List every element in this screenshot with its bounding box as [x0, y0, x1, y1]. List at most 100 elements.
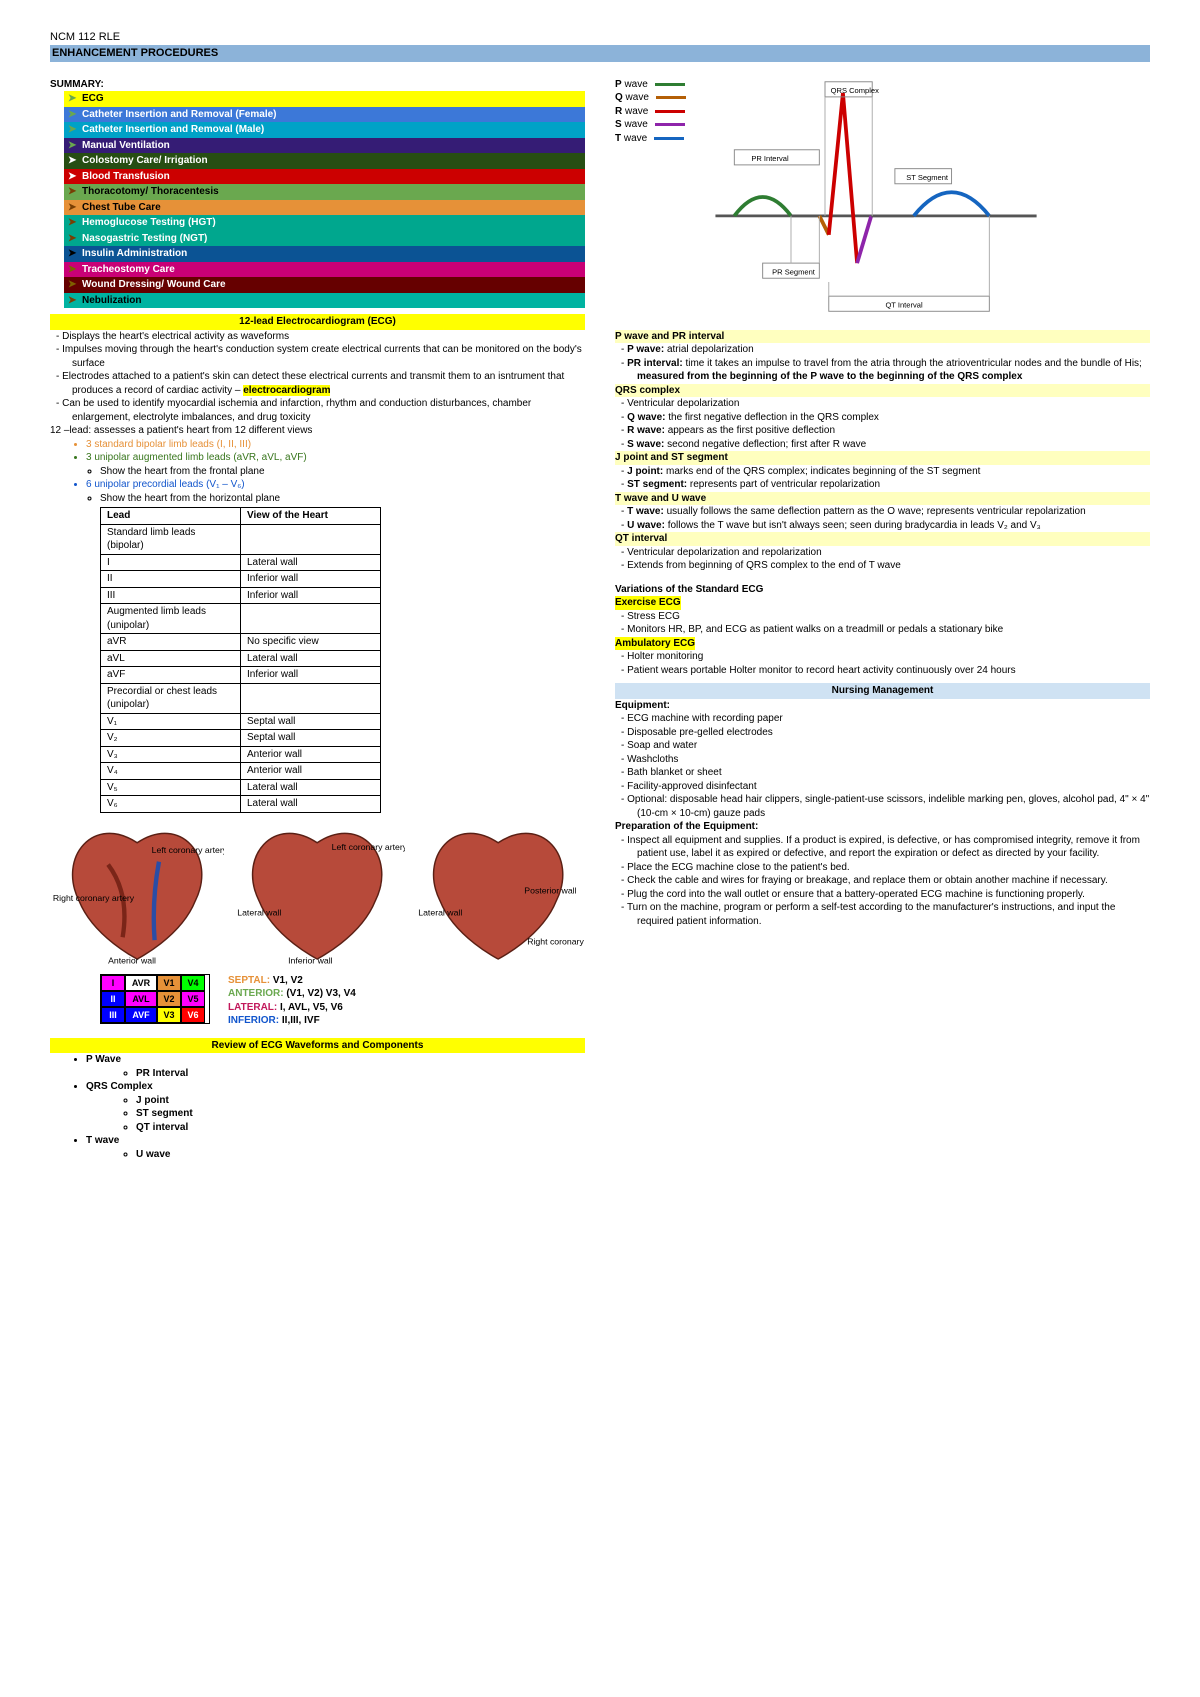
- summary-item: ➤ECG: [64, 91, 585, 107]
- table-row: Augmented limb leads (unipolar): [101, 604, 381, 634]
- table-row: V₄Anterior wall: [101, 763, 381, 780]
- table-row: V₃Anterior wall: [101, 746, 381, 763]
- j-point-item: J point: [136, 1095, 169, 1106]
- ecg-point: Impulses moving through the heart's cond…: [72, 343, 585, 370]
- page-header: NCM 112 RLE ENHANCEMENT PROCEDURES: [50, 30, 1150, 62]
- summary-item: ➤Insulin Administration: [64, 246, 585, 262]
- review-header: Review of ECG Waveforms and Components: [50, 1038, 585, 1054]
- summary-label: SUMMARY:: [50, 78, 585, 92]
- svg-text:Posterior wall: Posterior wall: [524, 885, 576, 895]
- ecg-waveform-diagram: QRS Complex PR Interval ST Segment PR Se…: [706, 72, 1046, 322]
- summary-item: ➤Tracheostomy Care: [64, 262, 585, 278]
- equipment-list: ECG machine with recording paperDisposab…: [615, 712, 1150, 820]
- bipolar-leads: 3 standard bipolar limb leads (I, II, II…: [86, 438, 585, 452]
- exercise-ecg-head: Exercise ECG: [615, 596, 681, 610]
- list-item: Soap and water: [637, 739, 1150, 753]
- svg-text:QRS Complex: QRS Complex: [830, 86, 878, 95]
- grid-cell: II: [101, 991, 125, 1007]
- legend-line: ANTERIOR: (V1, V2) V3, V4: [228, 987, 356, 1001]
- summary-item: ➤Hemoglucose Testing (HGT): [64, 215, 585, 231]
- heart-diagram-anterior: Right coronary artery Left coronary arte…: [50, 821, 224, 966]
- prec-sub: Show the heart from the horizontal plane: [100, 492, 585, 506]
- grid-cell: V6: [181, 1007, 205, 1023]
- summary-item: ➤Blood Transfusion: [64, 169, 585, 185]
- grid-cell: V2: [157, 991, 181, 1007]
- t-wave-item: T wave: [86, 1135, 119, 1146]
- wave-legend-item: P wave: [615, 78, 686, 92]
- list-item: ECG machine with recording paper: [637, 712, 1150, 726]
- grid-cell: V3: [157, 1007, 181, 1023]
- table-row: V₆Lateral wall: [101, 796, 381, 813]
- summary-item: ➤Thoracotomy/ Thoracentesis: [64, 184, 585, 200]
- svg-text:Anterior wall: Anterior wall: [108, 955, 156, 965]
- ecg-point: Electrodes attached to a patient's skin …: [72, 370, 585, 397]
- lead-color-legend: SEPTAL: V1, V2ANTERIOR: (V1, V2) V3, V4L…: [220, 974, 356, 1028]
- table-head: Lead: [101, 508, 241, 525]
- table-row: aVRNo specific view: [101, 634, 381, 651]
- heart-illustration-row: Right coronary artery Left coronary arte…: [50, 821, 585, 966]
- grid-cell: AVL: [125, 991, 157, 1007]
- legend-line: SEPTAL: V1, V2: [228, 974, 356, 988]
- wave-legend-item: R wave: [615, 105, 686, 119]
- grid-cell: V5: [181, 991, 205, 1007]
- table-row: Precordial or chest leads (unipolar): [101, 683, 381, 713]
- u-wave-item: U wave: [136, 1149, 170, 1160]
- st-seg-item: ST segment: [136, 1108, 193, 1119]
- wave-legend-item: T wave: [615, 132, 686, 146]
- grid-cell: III: [101, 1007, 125, 1023]
- nursing-head: Nursing Management: [615, 683, 1150, 699]
- preparation-list: Inspect all equipment and supplies. If a…: [615, 834, 1150, 929]
- svg-text:Lateral wall: Lateral wall: [238, 907, 282, 917]
- course-code: NCM 112 RLE: [50, 30, 1150, 45]
- summary-item: ➤Manual Ventilation: [64, 138, 585, 154]
- page-title: ENHANCEMENT PROCEDURES: [50, 45, 1150, 62]
- grid-cell: V4: [181, 975, 205, 991]
- jst-head: J point and ST segment: [615, 451, 1150, 465]
- table-head: View of the Heart: [241, 508, 381, 525]
- tu-head: T wave and U wave: [615, 492, 1150, 506]
- grid-cell: I: [101, 975, 125, 991]
- ambulatory-ecg-head: Ambulatory ECG: [615, 637, 695, 651]
- svg-text:Left coronary artery: Left coronary artery: [152, 845, 225, 855]
- pwave-head: P wave and PR interval: [615, 330, 1150, 344]
- review-list: P Wave PR Interval QRS Complex J point S…: [50, 1053, 585, 1161]
- lead-types: 3 standard bipolar limb leads (I, II, II…: [50, 438, 585, 465]
- list-item: Plug the cord into the wall outlet or en…: [637, 888, 1150, 902]
- list-item: Inspect all equipment and supplies. If a…: [637, 834, 1150, 861]
- list-item: Place the ECG machine close to the patie…: [637, 861, 1150, 875]
- summary-item: ➤Nebulization: [64, 293, 585, 309]
- left-column: SUMMARY: ➤ECG➤Catheter Insertion and Rem…: [50, 72, 585, 1162]
- list-item: Bath blanket or sheet: [637, 766, 1150, 780]
- table-row: ILateral wall: [101, 554, 381, 571]
- svg-text:PR Interval: PR Interval: [751, 154, 789, 163]
- table-row: V₁Septal wall: [101, 713, 381, 730]
- qrs-item: QRS Complex: [86, 1081, 153, 1092]
- summary-item: ➤Chest Tube Care: [64, 200, 585, 216]
- aug-sub: Show the heart from the frontal plane: [100, 465, 585, 479]
- heart-diagram-lateral: Left coronary artery Lateral wall Inferi…: [230, 821, 404, 966]
- summary-item: ➤Nasogastric Testing (NGT): [64, 231, 585, 247]
- svg-text:Lateral wall: Lateral wall: [418, 907, 462, 917]
- grid-cell: V1: [157, 975, 181, 991]
- table-row: IIIInferior wall: [101, 587, 381, 604]
- summary-item: ➤Catheter Insertion and Removal (Female): [64, 107, 585, 123]
- ecg-header: 12-lead Electrocardiogram (ECG): [50, 314, 585, 330]
- ecg-waveform-panel: P wave Q wave R wave S wave T wave QRS C…: [615, 72, 1150, 322]
- list-item: Washcloths: [637, 753, 1150, 767]
- ecg-dash-list: Displays the heart's electrical activity…: [50, 330, 585, 425]
- table-row: aVLLateral wall: [101, 650, 381, 667]
- svg-text:PR Segment: PR Segment: [772, 267, 816, 276]
- twelve-lead-line: 12 –lead: assesses a patient's heart fro…: [50, 424, 585, 438]
- p-wave-item: P Wave: [86, 1054, 121, 1065]
- wave-legend-item: S wave: [615, 118, 686, 132]
- list-item: Check the cable and wires for fraying or…: [637, 874, 1150, 888]
- table-row: V₂Septal wall: [101, 730, 381, 747]
- qt-head: QT interval: [615, 532, 1150, 546]
- wave-legend-item: Q wave: [615, 91, 686, 105]
- augmented-leads: 3 unipolar augmented limb leads (aVR, aV…: [86, 451, 585, 465]
- svg-text:Left coronary artery: Left coronary artery: [332, 842, 405, 852]
- table-row: IIInferior wall: [101, 571, 381, 588]
- qt-int-item: QT interval: [136, 1122, 188, 1133]
- svg-text:QT Interval: QT Interval: [885, 300, 923, 309]
- summary-item: ➤Colostomy Care/ Irrigation: [64, 153, 585, 169]
